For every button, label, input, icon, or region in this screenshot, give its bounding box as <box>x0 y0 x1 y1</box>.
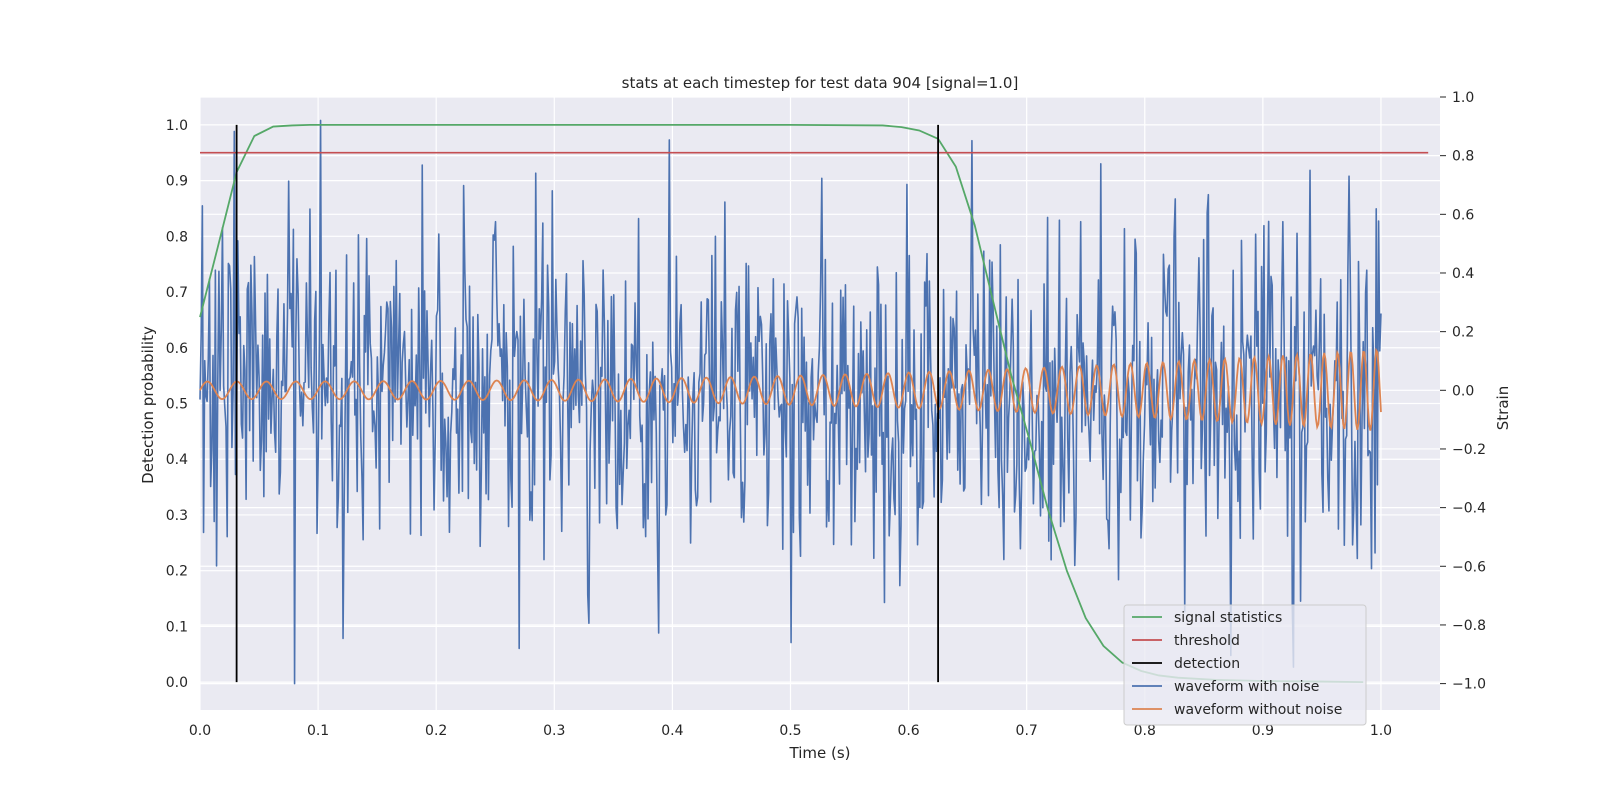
y-tick-label: 0.2 <box>166 564 188 580</box>
y-tick-label: 0.3 <box>166 508 188 524</box>
y-axis-label: Detection probability <box>139 326 157 484</box>
x-tick-label: 0.2 <box>425 723 447 739</box>
x-axis-ticks: 0.0 0.1 0.2 0.3 0.4 0.5 0.6 0.7 0.8 0.9 1.0 <box>189 723 1392 739</box>
y2-tick-label: −1.0 <box>1452 677 1486 693</box>
x-tick-label: 0.9 <box>1252 723 1274 739</box>
legend: signal statistics threshold detection wavef… <box>1123 604 1367 726</box>
x-tick-label: 0.5 <box>779 723 801 739</box>
y-tick-label: 0.1 <box>166 619 188 635</box>
y-tick-label: 1.0 <box>166 118 188 134</box>
y-axis-ticks: 0.0 0.1 0.2 0.3 0.4 0.5 0.6 0.7 0.8 0.9 1.0 <box>166 118 188 691</box>
y-tick-label: 0.7 <box>166 285 188 301</box>
y2-tick-label: 0.8 <box>1452 149 1474 165</box>
y2-tick-label: 0.4 <box>1452 266 1474 282</box>
y2-tick-label: 0.0 <box>1452 383 1474 399</box>
chart-title: stats at each timestep for test data 904… <box>622 74 1019 92</box>
y2-axis-label: Strain <box>1494 386 1512 430</box>
x-tick-label: 0.4 <box>661 723 683 739</box>
y-tick-label: 0.9 <box>166 174 188 190</box>
x-tick-label: 0.0 <box>189 723 211 739</box>
x-tick-label: 0.7 <box>1016 723 1038 739</box>
x-tick-label: 0.3 <box>543 723 565 739</box>
legend-waveform-with-noise-label: waveform with noise <box>1174 679 1319 695</box>
x-axis-label: Time (s) <box>789 744 851 762</box>
y-tick-label: 0.0 <box>166 675 188 691</box>
x-tick-label: 1.0 <box>1370 723 1392 739</box>
legend-detection-label: detection <box>1174 656 1240 672</box>
x-tick-label: 0.1 <box>307 723 329 739</box>
y2-tick-label: −0.4 <box>1452 501 1486 517</box>
y-tick-label: 0.6 <box>166 341 188 357</box>
y-tick-label: 0.5 <box>166 397 188 413</box>
legend-threshold-label: threshold <box>1174 633 1240 649</box>
y2-tick-label: −0.6 <box>1452 559 1486 575</box>
y2-tick-label: 0.6 <box>1452 207 1474 223</box>
y2-axis-ticks: −1.0 −0.8 −0.6 −0.4 −0.2 0.0 0.2 0.4 0.6 0.8 1.0 <box>1440 90 1486 693</box>
y2-tick-label: −0.2 <box>1452 442 1486 458</box>
x-tick-label: 0.8 <box>1134 723 1156 739</box>
legend-waveform-without-noise-label: waveform without noise <box>1174 702 1342 718</box>
x-tick-label: 0.6 <box>897 723 919 739</box>
waveform-with-noise-line <box>199 119 1382 685</box>
y-tick-label: 0.4 <box>166 452 188 468</box>
waveform-without-noise-line <box>199 347 1382 431</box>
y2-tick-label: 0.2 <box>1452 325 1474 341</box>
legend-box <box>1123 604 1367 726</box>
y-tick-label: 0.8 <box>166 229 188 245</box>
legend-signal-statistics-label: signal statistics <box>1174 610 1282 626</box>
y2-tick-label: 1.0 <box>1452 90 1474 106</box>
y2-tick-label: −0.8 <box>1452 618 1486 634</box>
